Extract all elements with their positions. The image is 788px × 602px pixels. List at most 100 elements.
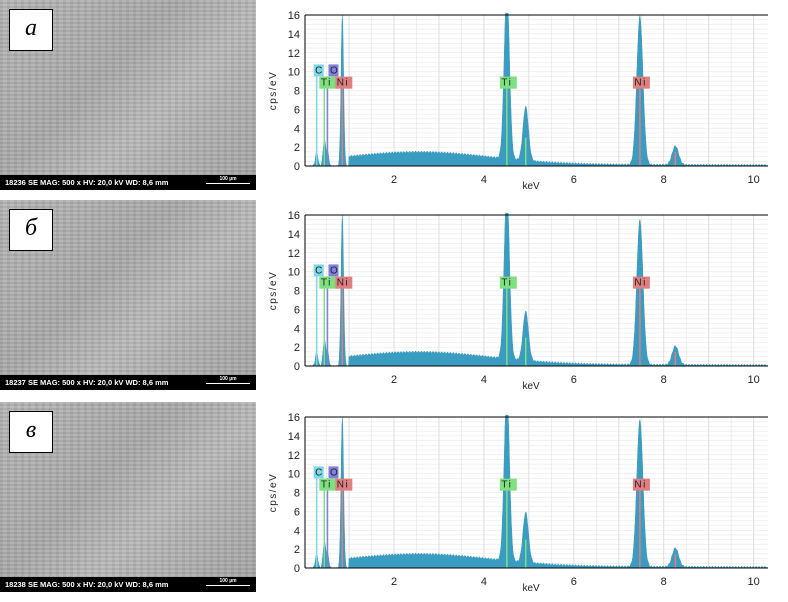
element-label-bg — [335, 76, 353, 89]
element-label-bg — [328, 264, 339, 277]
element-label: Ni — [634, 278, 646, 289]
x-tick-label: 8 — [661, 174, 667, 186]
y-tick-label: 8 — [294, 488, 300, 500]
sem-info-bar: 18237 SE MAG: 500 x HV: 20,0 kV WD: 8,6 … — [0, 375, 256, 390]
element-label-bg — [632, 76, 650, 89]
element-label: C — [315, 467, 324, 478]
element-label: Ti — [321, 78, 332, 89]
element-label: C — [315, 265, 324, 276]
element-label-bg — [335, 276, 353, 289]
element-label-bg — [313, 264, 324, 277]
sem-info: 18236 SE MAG: 500 x HV: 20,0 kV WD: 8,6 … — [5, 178, 169, 187]
scale-bar: 100 µm — [206, 578, 250, 586]
spectrum-area — [308, 212, 768, 367]
eds-spectrum-chart: C O Ti Ni Ti Ni 0 2 4 6 8 10 12 14 16 2 4 6 8 10 keV cps/eV — [268, 412, 768, 594]
element-label-bg — [328, 64, 339, 77]
x-tick-label: 6 — [571, 374, 577, 386]
x-axis-label: keV — [522, 181, 540, 192]
y-tick-label: 4 — [294, 525, 300, 537]
y-tick-label: 14 — [288, 29, 300, 41]
y-tick-label: 8 — [294, 286, 300, 298]
x-tick-label: 10 — [747, 576, 759, 588]
x-axis-label: keV — [522, 381, 540, 392]
sem-image: а 18236 SE MAG: 500 x HV: 20,0 kV WD: 8,… — [0, 0, 256, 190]
y-tick-label: 6 — [294, 104, 300, 116]
spectrum-area — [308, 12, 768, 167]
y-tick-label: 2 — [294, 142, 300, 154]
y-tick-label: 12 — [288, 450, 300, 462]
y-tick-label: 16 — [288, 412, 300, 424]
element-label-bg — [328, 466, 339, 479]
panel-label: б — [9, 209, 53, 251]
x-tick-label: 2 — [391, 174, 397, 186]
element-label-bg — [632, 276, 650, 289]
sem-info-bar: 18238 SE MAG: 500 x HV: 20,0 kV WD: 8,6 … — [0, 577, 256, 592]
element-label-bg — [499, 276, 517, 289]
element-label-bg — [499, 478, 517, 491]
element-label: Ti — [501, 78, 512, 89]
y-tick-label: 16 — [288, 10, 300, 22]
sem-image: б 18237 SE MAG: 500 x HV: 20,0 kV WD: 8,… — [0, 200, 256, 390]
y-tick-label: 12 — [288, 248, 300, 260]
element-label: Ni — [337, 480, 349, 491]
sem-info-bar: 18236 SE MAG: 500 x HV: 20,0 kV WD: 8,6 … — [0, 175, 256, 190]
element-label: O — [330, 65, 339, 76]
scale-bar: 100 µm — [206, 176, 250, 184]
panel-label: в — [9, 411, 53, 453]
element-label-bg — [632, 478, 650, 491]
element-label: Ni — [337, 278, 349, 289]
x-tick-label: 8 — [661, 576, 667, 588]
x-tick-label: 2 — [391, 576, 397, 588]
element-label-bg — [335, 478, 353, 491]
spectrum-area — [308, 414, 768, 569]
element-label: Ti — [501, 480, 512, 491]
x-tick-label: 6 — [571, 174, 577, 186]
x-axis-label: keV — [522, 583, 540, 594]
y-tick-label: 4 — [294, 323, 300, 335]
element-label: Ni — [337, 78, 349, 89]
y-tick-label: 10 — [288, 469, 300, 481]
y-tick-label: 0 — [294, 361, 300, 373]
element-label: Ti — [321, 480, 332, 491]
y-axis-label: cps/eV — [268, 473, 279, 513]
sem-info: 18237 SE MAG: 500 x HV: 20,0 kV WD: 8,6 … — [5, 378, 169, 387]
element-label: Ti — [501, 278, 512, 289]
element-label: Ti — [321, 278, 332, 289]
y-axis-label: cps/eV — [268, 71, 279, 111]
y-tick-label: 14 — [288, 431, 300, 443]
y-tick-label: 0 — [294, 563, 300, 575]
element-label-bg — [319, 76, 337, 89]
panel-label: а — [9, 9, 53, 51]
scale-bar: 100 µm — [206, 376, 250, 384]
x-tick-label: 8 — [661, 374, 667, 386]
x-tick-label: 10 — [747, 174, 759, 186]
x-tick-label: 4 — [481, 374, 487, 386]
element-label-bg — [319, 276, 337, 289]
y-tick-label: 2 — [294, 342, 300, 354]
eds-spectrum-chart: C O Ti Ni Ti Ni 0 2 4 6 8 10 12 14 16 2 4 6 8 10 keV cps/eV — [268, 10, 768, 192]
x-tick-label: 2 — [391, 374, 397, 386]
eds-spectrum-chart: C O Ti Ni Ti Ni 0 2 4 6 8 10 12 14 16 2 4 6 8 10 keV cps/eV — [268, 210, 768, 392]
element-label: C — [315, 65, 324, 76]
x-tick-label: 6 — [571, 576, 577, 588]
element-label-bg — [319, 478, 337, 491]
element-label: Ni — [634, 480, 646, 491]
element-label-bg — [313, 466, 324, 479]
element-label-bg — [313, 64, 324, 77]
x-tick-label: 4 — [481, 174, 487, 186]
element-label: Ni — [634, 78, 646, 89]
y-tick-label: 4 — [294, 123, 300, 135]
y-tick-label: 0 — [294, 161, 300, 173]
y-tick-label: 10 — [288, 67, 300, 79]
y-axis-label: cps/eV — [268, 271, 279, 311]
y-tick-label: 2 — [294, 544, 300, 556]
element-label-bg — [499, 76, 517, 89]
x-tick-label: 10 — [747, 374, 759, 386]
x-tick-label: 4 — [481, 576, 487, 588]
y-tick-label: 16 — [288, 210, 300, 222]
sem-image: в 18238 SE MAG: 500 x HV: 20,0 kV WD: 8,… — [0, 402, 256, 592]
element-label: O — [330, 467, 339, 478]
y-tick-label: 8 — [294, 86, 300, 98]
y-tick-label: 6 — [294, 506, 300, 518]
y-tick-label: 14 — [288, 229, 300, 241]
